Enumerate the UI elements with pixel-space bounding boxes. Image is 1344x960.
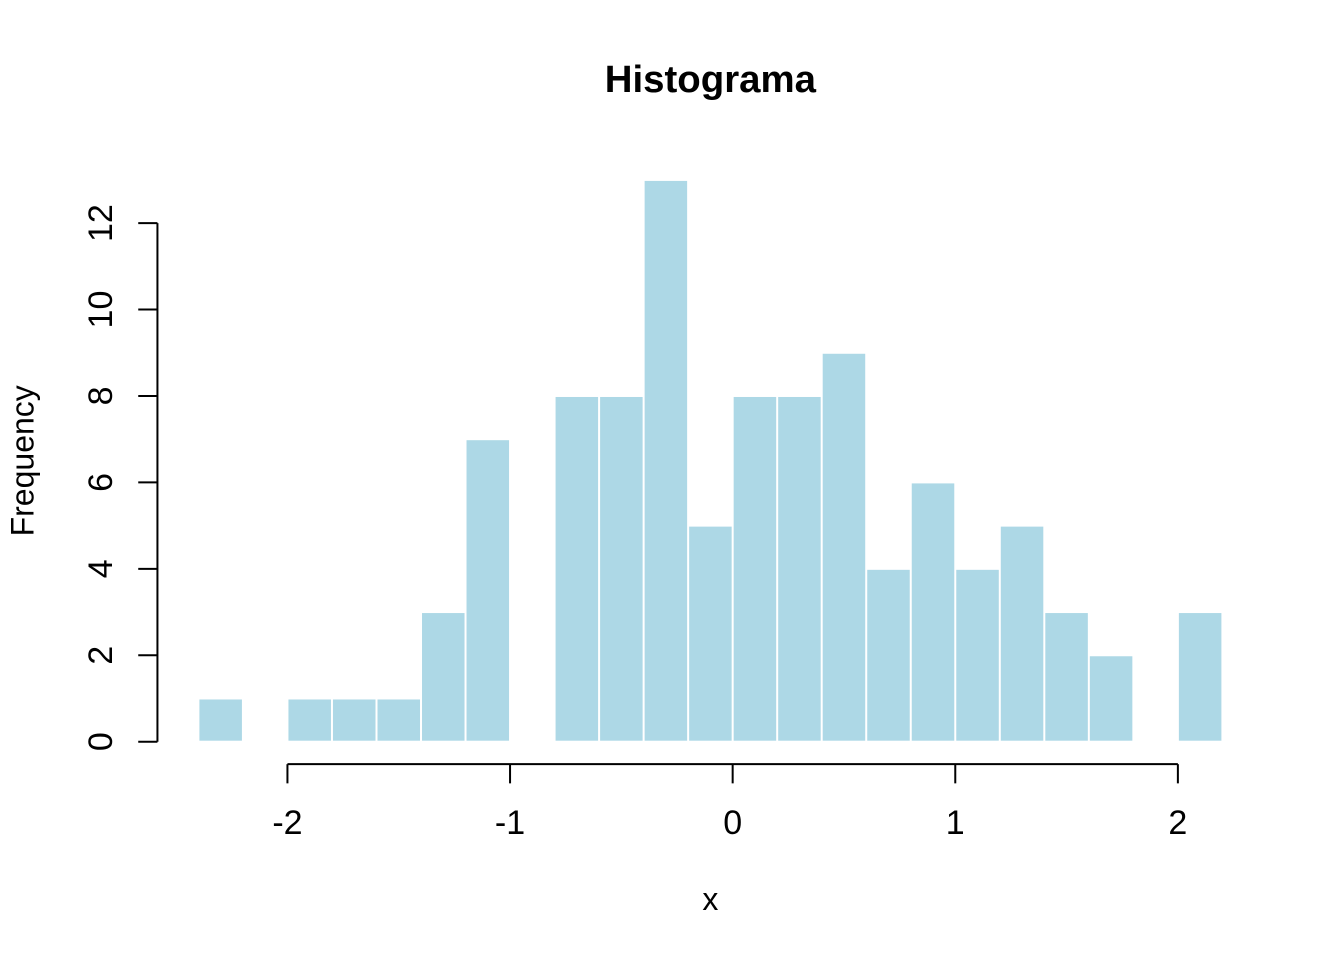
svg-text:Histograma: Histograma — [605, 58, 817, 101]
svg-text:Frequency: Frequency — [5, 385, 41, 536]
svg-text:0: 0 — [723, 804, 742, 842]
svg-text:0: 0 — [82, 732, 120, 751]
svg-text:8: 8 — [82, 387, 120, 406]
svg-text:6: 6 — [82, 473, 120, 492]
svg-text:-1: -1 — [495, 804, 525, 842]
svg-text:2: 2 — [1168, 804, 1187, 842]
svg-text:10: 10 — [82, 291, 120, 329]
svg-text:x: x — [702, 881, 718, 917]
svg-text:1: 1 — [946, 804, 965, 842]
svg-text:2: 2 — [82, 646, 120, 665]
svg-text:12: 12 — [82, 204, 120, 242]
svg-text:4: 4 — [82, 559, 120, 578]
svg-text:-2: -2 — [272, 804, 302, 842]
